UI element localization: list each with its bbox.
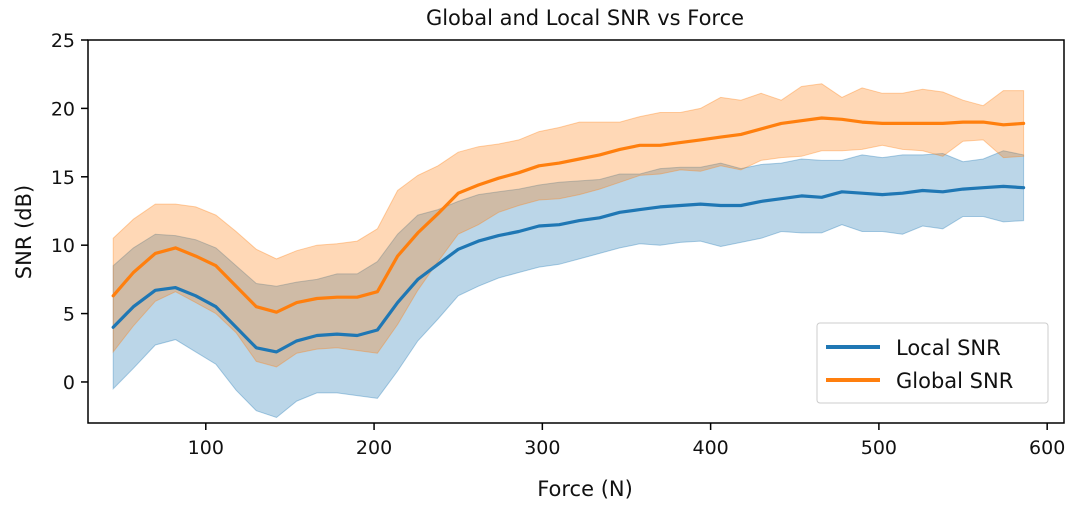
x-axis-label: Force (N) — [537, 477, 633, 501]
legend: Local SNR Global SNR — [816, 322, 1049, 404]
series-lines — [111, 116, 1026, 354]
x-tick-label: 600 — [1029, 437, 1065, 459]
y-tick-label: 0 — [63, 372, 75, 394]
y-tick-label: 10 — [51, 235, 75, 257]
local-snr-line — [111, 184, 1026, 354]
y-axis-label: SNR (dB) — [12, 185, 36, 279]
y-tick-label: 5 — [63, 304, 75, 326]
chart-title: Global and Local SNR vs Force — [426, 6, 744, 30]
x-tick-label: 500 — [861, 437, 897, 459]
y-tick-label: 15 — [51, 167, 75, 189]
legend-label-global: Global SNR — [896, 369, 1013, 393]
axes: 100 200 300 400 500 600 0 5 10 15 20 25 — [51, 30, 1065, 459]
x-tick-label: 100 — [188, 437, 224, 459]
plot-frame — [87, 39, 1065, 424]
x-tick-label: 200 — [356, 437, 392, 459]
legend-label-local: Local SNR — [896, 336, 1001, 360]
x-tick-label: 300 — [524, 437, 560, 459]
y-tick-label: 25 — [51, 30, 75, 52]
global-snr-line — [111, 116, 1026, 314]
legend-box — [816, 322, 1049, 404]
y-tick-label: 20 — [51, 98, 75, 120]
x-tick-label: 400 — [692, 437, 728, 459]
local-snr-band — [112, 150, 1025, 419]
